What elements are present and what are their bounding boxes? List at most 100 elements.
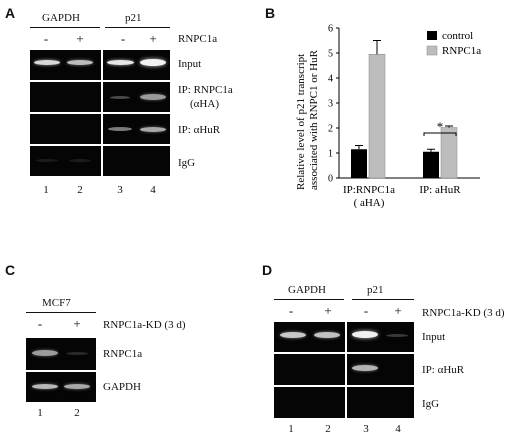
panel-a-band-igg-2 bbox=[69, 159, 91, 162]
panel-a-treatment-label: RNPC1a bbox=[178, 33, 218, 45]
panel-b-bar-rnpc1a bbox=[440, 127, 458, 179]
panel-a-lane-1: 1 bbox=[43, 184, 49, 196]
panel-a-gel-hur-gapdh bbox=[30, 114, 101, 144]
panel-d-lane-3: 3 bbox=[363, 423, 369, 435]
panel-a-lane-3: 3 bbox=[117, 184, 123, 196]
panel-d-label: D bbox=[262, 262, 273, 278]
panel-a-group-line-p21 bbox=[105, 27, 170, 28]
panel-a-band-input-2 bbox=[67, 60, 93, 65]
panel-d-group-p21: p21 bbox=[367, 284, 384, 296]
panel-c-cell-line: MCF7 bbox=[42, 297, 71, 309]
panel-c-label: C bbox=[5, 262, 16, 278]
panel-a-group-p21: p21 bbox=[125, 12, 142, 24]
panel-c-sign-1: - bbox=[37, 316, 43, 331]
panel-b-xlabel-ip-rnpc1a: IP:RNPC1a bbox=[343, 184, 395, 196]
panel-b-significance-star: * bbox=[437, 119, 444, 134]
panel-b-y-tick-label: 3 bbox=[328, 99, 333, 110]
panel-c-row-gapdh: GAPDH bbox=[103, 381, 141, 393]
panel-d-band-input-2 bbox=[314, 332, 340, 338]
panel-d-group-line-gapdh bbox=[274, 299, 344, 300]
panel-d-sign-1: - bbox=[288, 303, 294, 318]
panel-c-sign-2: + bbox=[73, 316, 81, 331]
panel-a-row-ip-rnpc1a-ha: (αHA) bbox=[190, 98, 219, 110]
panel-d-gel-igg-p21 bbox=[347, 387, 414, 418]
panel-d-treatment-label: RNPC1a-KD (3 d) bbox=[422, 307, 505, 319]
panel-a-sign-2: + bbox=[76, 31, 84, 46]
panel-c-cell-line-line bbox=[26, 312, 96, 313]
panel-c-lane-2: 2 bbox=[74, 407, 80, 419]
panel-b-significance-bracket bbox=[423, 132, 457, 136]
panel-a-sign-4: + bbox=[149, 31, 157, 46]
panel-b-bar-rnpc1a bbox=[368, 54, 386, 179]
panel-c-band-gapdh-2 bbox=[64, 384, 90, 389]
panel-b-y-tick-label: 0 bbox=[328, 174, 333, 185]
panel-d-band-input-4 bbox=[386, 334, 408, 337]
panel-b-error-bar bbox=[373, 40, 381, 55]
panel-a-label: A bbox=[5, 5, 16, 21]
panel-c-band-rnpc1a-2 bbox=[66, 352, 88, 355]
panel-a-band-hur-3 bbox=[108, 127, 132, 131]
panel-b-legend-rnpc1a: RNPC1a bbox=[442, 45, 481, 57]
panel-b-bar-control bbox=[351, 149, 367, 178]
panel-a-gel-input-gapdh bbox=[30, 50, 101, 80]
panel-d-row-ip-hur: IP: αHuR bbox=[422, 364, 465, 376]
panel-d-sign-4: + bbox=[394, 303, 402, 318]
panel-a-band-input-1 bbox=[34, 60, 60, 65]
panel-b-y-tick-label: 6 bbox=[328, 24, 333, 35]
panel-c-band-gapdh-1 bbox=[32, 384, 58, 389]
panel-a-row-ip-rnpc1a: IP: RNPC1a bbox=[178, 84, 233, 96]
panel-d-band-hur-3 bbox=[352, 365, 378, 371]
panel-a-band-hur-4 bbox=[140, 127, 166, 132]
panel-a-sign-1: - bbox=[43, 31, 49, 46]
panel-b-xlabel-ip-rnpc1a-ha: ( aHA) bbox=[354, 197, 385, 209]
panel-a-band-input-3 bbox=[107, 60, 134, 65]
panel-a-sign-3: - bbox=[120, 31, 126, 46]
panel-d-row-input: Input bbox=[422, 331, 446, 343]
panel-d-band-input-3 bbox=[352, 331, 378, 338]
panel-a-lane-4: 4 bbox=[150, 184, 156, 196]
panel-b-bar-chart: Relative level of p21 transcript associa… bbox=[295, 24, 481, 210]
panel-c-band-rnpc1a-1 bbox=[32, 350, 58, 356]
panel-d-row-igg: IgG bbox=[422, 398, 440, 410]
panel-d-gel-igg-gapdh bbox=[274, 387, 345, 418]
panel-c-row-rnpc1a: RNPC1a bbox=[103, 348, 143, 360]
panel-c-treatment-label: RNPC1a-KD (3 d) bbox=[103, 319, 186, 331]
panel-b-legend-swatch-control bbox=[427, 31, 437, 40]
panel-d-lane-2: 2 bbox=[325, 423, 331, 435]
panel-b-label: B bbox=[265, 5, 276, 21]
panel-a-gel-igg-p21 bbox=[103, 146, 170, 176]
panel-b-error-bar bbox=[427, 148, 435, 152]
panel-b-y-tick-label: 1 bbox=[328, 149, 333, 160]
panel-b-y-axis-label: Relative level of p21 transcript associa… bbox=[295, 49, 320, 190]
panel-a-row-input: Input bbox=[178, 58, 202, 70]
panel-b-y-axis-label-line1: Relative level of p21 transcript bbox=[295, 54, 307, 190]
panel-b-bar-control bbox=[423, 151, 439, 178]
panel-a-group-line-gapdh bbox=[30, 27, 100, 28]
panel-a-band-igg-1 bbox=[36, 159, 58, 162]
panel-a-band-rnpc1a-4 bbox=[140, 94, 166, 100]
panel-a-gel-rnpc1a-gapdh bbox=[30, 82, 101, 112]
panel-d-group-line-p21 bbox=[352, 299, 414, 300]
panel-b-y-tick-label: 4 bbox=[328, 74, 333, 85]
panel-a-group-gapdh: GAPDH bbox=[42, 12, 80, 24]
panel-b-y-tick-label: 2 bbox=[328, 124, 333, 135]
panel-a-row-ip-hur: IP: αHuR bbox=[178, 124, 221, 136]
panel-b-error-bar bbox=[445, 125, 453, 128]
panel-b-xlabel-ip-hur: IP: aHuR bbox=[419, 184, 461, 196]
panel-a-band-input-4 bbox=[140, 59, 166, 66]
panel-b-y-axis-label-line2: associated with RNPC1 or HuR bbox=[308, 49, 320, 190]
panel-a-band-rnpc1a-3 bbox=[110, 96, 130, 99]
panel-a-lane-2: 2 bbox=[77, 184, 83, 196]
panel-d-gel-hur-gapdh bbox=[274, 354, 345, 385]
panel-b-y-tick-label: 5 bbox=[328, 49, 333, 60]
panel-b-error-bar bbox=[355, 145, 363, 150]
panel-b-legend-swatch-rnpc1a bbox=[426, 45, 438, 56]
panel-d-lane-1: 1 bbox=[288, 423, 294, 435]
panel-a-row-igg: IgG bbox=[178, 157, 196, 169]
panel-d-sign-3: - bbox=[363, 303, 369, 318]
panel-d-group-gapdh: GAPDH bbox=[288, 284, 326, 296]
panel-d-band-input-1 bbox=[280, 332, 306, 338]
panel-d-lane-4: 4 bbox=[395, 423, 401, 435]
panel-b-legend-control: control bbox=[442, 30, 473, 42]
panel-c-lane-1: 1 bbox=[37, 407, 43, 419]
